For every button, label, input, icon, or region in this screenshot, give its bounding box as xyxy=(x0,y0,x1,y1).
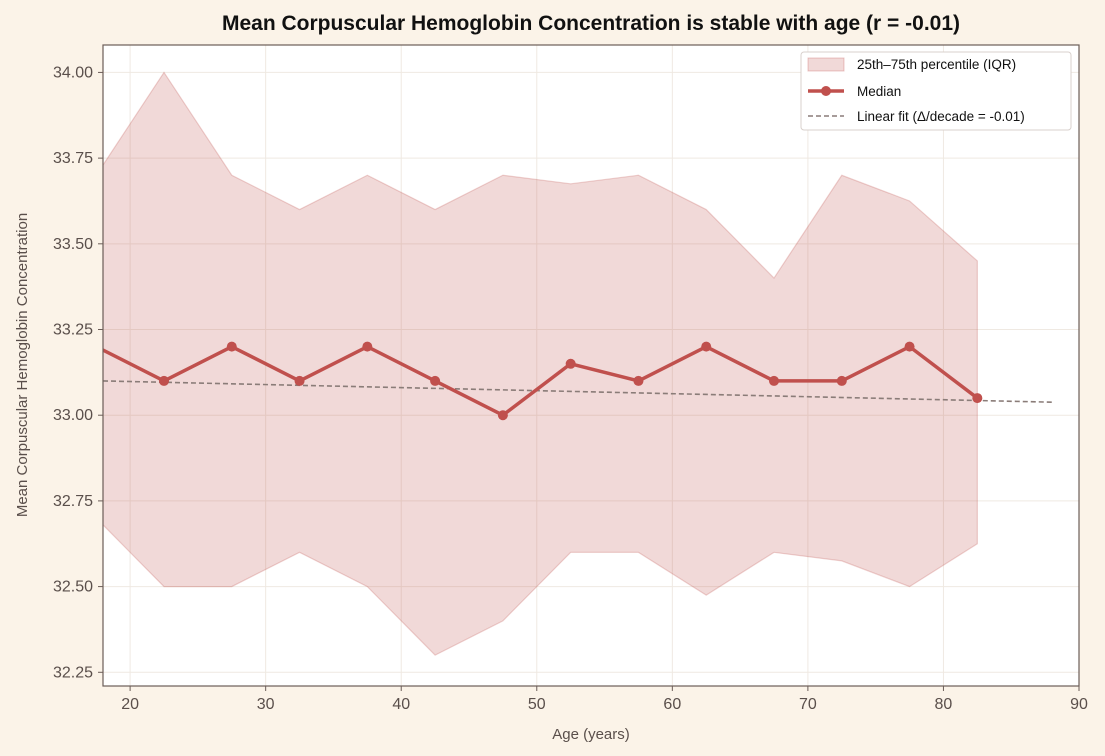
y-axis-label: Mean Corpuscular Hemoglobin Concentratio… xyxy=(14,213,31,517)
y-tick-label: 33.25 xyxy=(53,322,93,339)
median-point xyxy=(701,341,712,352)
y-tick-label: 33.00 xyxy=(53,407,93,424)
x-axis-ticks: 20 30 40 50 60 70 80 90 xyxy=(121,686,1088,713)
median-point xyxy=(904,341,915,352)
x-tick-label: 70 xyxy=(799,696,817,713)
x-tick-label: 40 xyxy=(392,696,410,713)
linear-fit-layer xyxy=(102,380,1052,403)
legend-label-iqr: 25th–75th percentile (IQR) xyxy=(857,57,1016,72)
legend: 25th–75th percentile (IQR) Median Linear… xyxy=(800,51,1072,131)
legend-label-linear-fit: Linear fit (Δ/decade = -0.01) xyxy=(857,109,1025,124)
median-point xyxy=(972,393,983,404)
iqr-band-layer xyxy=(103,71,978,656)
linear-fit-line xyxy=(102,380,1052,403)
median-point xyxy=(430,375,441,386)
y-tick-label: 32.50 xyxy=(53,579,93,596)
y-tick-label: 32.25 xyxy=(53,664,93,681)
iqr-band xyxy=(103,71,978,656)
median-point xyxy=(497,410,508,421)
x-tick-label: 60 xyxy=(663,696,681,713)
legend-box xyxy=(800,51,1072,131)
x-tick-label: 20 xyxy=(121,696,139,713)
y-tick-label: 32.75 xyxy=(53,493,93,510)
median-point xyxy=(159,375,169,386)
y-tick-label: 34.00 xyxy=(53,64,93,81)
median-point xyxy=(362,341,373,352)
median-layer xyxy=(103,341,983,421)
plot-frame xyxy=(102,44,1080,687)
y-axis-ticks: 32.25 32.50 32.75 33.00 33.25 33.50 33.75 34.00 xyxy=(53,64,103,681)
y-tick-label: 33.75 xyxy=(53,150,93,167)
x-tick-label: 50 xyxy=(528,696,546,713)
x-tick-label: 90 xyxy=(1070,696,1088,713)
x-axis-label: Age (years) xyxy=(552,726,630,743)
legend-label-median: Median xyxy=(857,84,901,99)
legend-swatch-iqr xyxy=(807,57,845,72)
median-point xyxy=(769,375,779,386)
legend-swatch-median-marker xyxy=(821,86,831,96)
median-point xyxy=(294,375,305,386)
x-tick-label: 80 xyxy=(935,696,953,713)
median-point xyxy=(565,358,576,369)
median-line xyxy=(103,344,979,417)
x-tick-label: 30 xyxy=(257,696,275,713)
y-tick-label: 33.50 xyxy=(53,236,93,253)
median-point xyxy=(226,341,237,352)
median-point xyxy=(836,375,847,386)
chart-title: Mean Corpuscular Hemoglobin Concentratio… xyxy=(222,12,960,35)
median-point xyxy=(633,375,644,386)
